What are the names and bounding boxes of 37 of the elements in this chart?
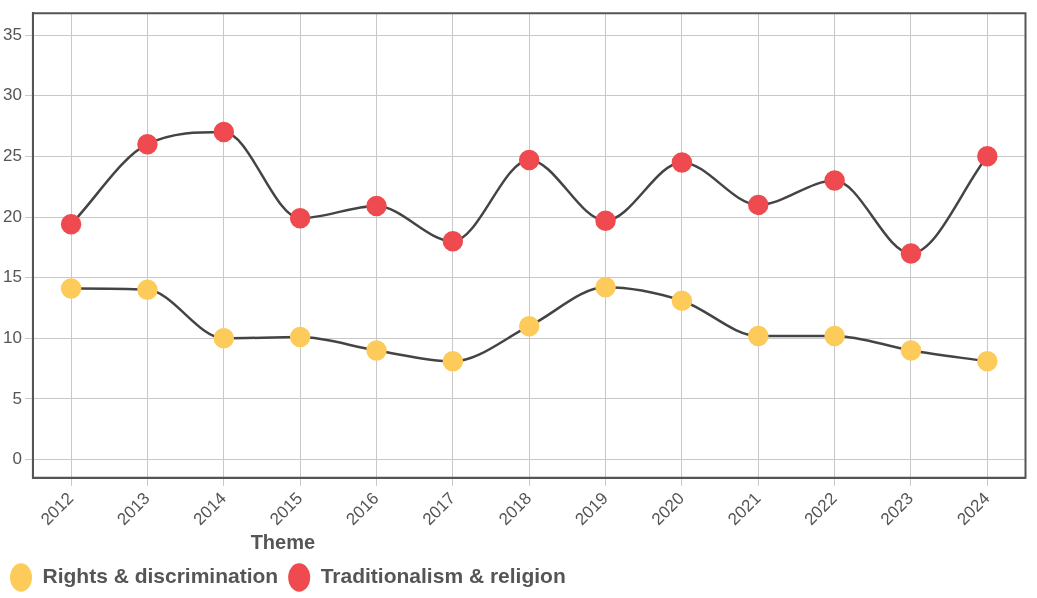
point <box>366 195 387 217</box>
point <box>518 315 540 337</box>
y-tick-label: 20 <box>2 206 22 226</box>
point <box>60 214 82 235</box>
point <box>518 149 540 171</box>
point <box>595 277 616 298</box>
point <box>748 194 769 216</box>
y-tick-label: 5 <box>12 388 22 408</box>
point <box>671 290 693 311</box>
legend-title: Theme <box>250 530 316 553</box>
point <box>137 279 158 301</box>
legend-label: Rights & discrimination <box>42 564 279 588</box>
point <box>137 133 158 155</box>
point <box>595 210 616 231</box>
point <box>748 325 769 347</box>
point <box>442 351 464 372</box>
point <box>671 152 693 173</box>
point <box>289 326 311 348</box>
point <box>213 121 235 143</box>
point <box>213 328 235 349</box>
point <box>289 207 311 229</box>
y-tick-label: 25 <box>2 146 22 166</box>
point <box>900 243 922 264</box>
point <box>977 351 998 372</box>
y-tick-label: 35 <box>2 24 22 44</box>
y-tick-label: 15 <box>2 267 22 287</box>
y-tick-label: 10 <box>2 328 22 348</box>
y-tick-label: 30 <box>2 85 22 105</box>
point <box>900 340 922 361</box>
y-tick-label: 0 <box>12 449 22 469</box>
point <box>824 325 845 347</box>
legend-label: Traditionalism & religion <box>320 564 566 588</box>
point <box>824 170 845 191</box>
point <box>977 146 998 167</box>
point <box>366 340 387 361</box>
point <box>442 231 464 252</box>
point <box>60 278 82 299</box>
